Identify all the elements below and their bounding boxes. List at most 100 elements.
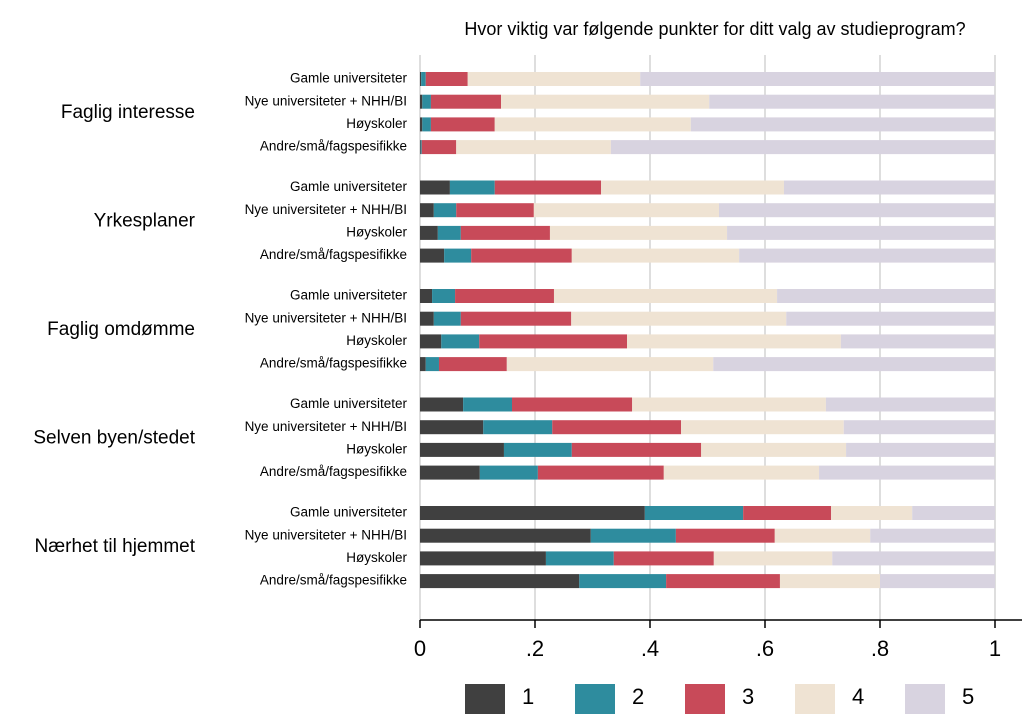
bar-segment	[420, 225, 438, 240]
bar-segment	[501, 94, 710, 109]
legend-swatch	[905, 684, 945, 714]
bar-segment	[420, 140, 422, 155]
bar-segment	[420, 117, 423, 132]
bar-segment	[713, 357, 995, 372]
bar-segment	[632, 397, 826, 412]
bar-segment	[743, 506, 832, 520]
bar-segment	[420, 180, 450, 195]
bar-segment	[552, 420, 682, 435]
category-label: Høyskoler	[346, 224, 407, 239]
bar-segment	[701, 442, 847, 457]
category-label: Høyskoler	[346, 550, 407, 565]
group-label: Faglig interesse	[61, 102, 195, 123]
bar-segment	[430, 94, 502, 109]
bar-segment	[779, 574, 880, 589]
bar-segment	[644, 506, 744, 520]
bar-segment	[479, 334, 627, 349]
bar-segment	[571, 248, 740, 263]
bar-segment	[422, 117, 431, 132]
bar-segment	[840, 334, 995, 349]
legend-label: 2	[632, 684, 644, 709]
bar-segment	[471, 248, 572, 263]
bar-segment	[420, 357, 426, 372]
bar-segment	[912, 506, 995, 520]
category-label: Gamle universiteter	[290, 179, 408, 194]
bar-segment	[449, 180, 495, 195]
bar-segment	[553, 289, 778, 303]
bar-segment	[537, 465, 664, 480]
legend-swatch	[685, 684, 725, 714]
x-tick-label: .2	[526, 636, 544, 661]
bar-segment	[727, 225, 995, 240]
bar-segment	[627, 334, 841, 349]
bar-segment	[420, 334, 442, 349]
bar-segment	[420, 248, 445, 263]
bar-segment	[432, 289, 456, 303]
legend-label: 1	[522, 684, 534, 709]
category-label: Høyskoler	[346, 116, 407, 131]
bar-segment	[438, 357, 507, 372]
bar-segment	[420, 140, 421, 155]
bar-segment	[690, 117, 995, 132]
legend-label: 5	[962, 684, 974, 709]
bar-segment	[460, 311, 572, 326]
chart-title: Hvor viktig var følgende punkter for dit…	[464, 19, 965, 39]
bar-segment	[455, 289, 554, 303]
bar-segment	[422, 94, 431, 109]
bar-segment	[420, 465, 480, 480]
bar-segment	[571, 311, 787, 326]
bar-segment	[739, 248, 995, 263]
bar-segment	[430, 117, 495, 132]
bar-segment	[880, 574, 995, 589]
category-label: Gamle universiteter	[290, 71, 408, 86]
bar-segment	[512, 397, 633, 412]
bar-segment	[420, 528, 591, 543]
legend-label: 3	[742, 684, 754, 709]
x-tick-label: .6	[756, 636, 774, 661]
bar-segment	[420, 397, 464, 412]
category-label: Gamle universiteter	[290, 288, 408, 303]
bar-segment	[441, 334, 480, 349]
category-label: Andre/små/fagspesifikke	[260, 573, 407, 588]
bar-segment	[613, 551, 714, 566]
bar-segment	[640, 72, 995, 86]
bar-segment	[421, 72, 426, 86]
legend-swatch	[795, 684, 835, 714]
bar-segment	[463, 397, 512, 412]
legend-swatch	[465, 684, 505, 714]
bar-segment	[825, 397, 995, 412]
bar-segment	[460, 225, 550, 240]
category-label: Andre/små/fagspesifikke	[260, 139, 407, 154]
bar-segment	[420, 420, 484, 435]
bar-segment	[831, 506, 913, 520]
bar-segment	[571, 442, 702, 457]
category-label: Andre/små/fagspesifikke	[260, 356, 407, 371]
bar-segment	[713, 551, 833, 566]
group-label: Faglig omdømme	[47, 319, 195, 340]
bar-segment	[421, 140, 457, 155]
category-label: Nye universiteter + NHH/BI	[245, 93, 407, 108]
bar-segment	[420, 203, 434, 218]
bar-segment	[506, 357, 714, 372]
bar-segment	[444, 248, 472, 263]
x-tick-label: .4	[641, 636, 659, 661]
bar-segment	[832, 551, 995, 566]
bar-segment	[666, 574, 780, 589]
bar-segment	[494, 180, 602, 195]
bar-segment	[467, 72, 641, 86]
category-label: Gamle universiteter	[290, 505, 408, 520]
bar-segment	[709, 94, 995, 109]
bar-segment	[420, 94, 423, 109]
bar-segment	[663, 465, 820, 480]
bar-segment	[774, 528, 871, 543]
bar-segment	[456, 140, 611, 155]
group-label: Selven byen/stedet	[33, 428, 195, 449]
bar-segment	[420, 311, 434, 326]
bar-segment	[494, 117, 691, 132]
bar-segment	[437, 225, 461, 240]
bar-segment	[675, 528, 775, 543]
bar-segment	[433, 311, 461, 326]
bar-segment	[843, 420, 995, 435]
category-label: Gamle universiteter	[290, 396, 408, 411]
